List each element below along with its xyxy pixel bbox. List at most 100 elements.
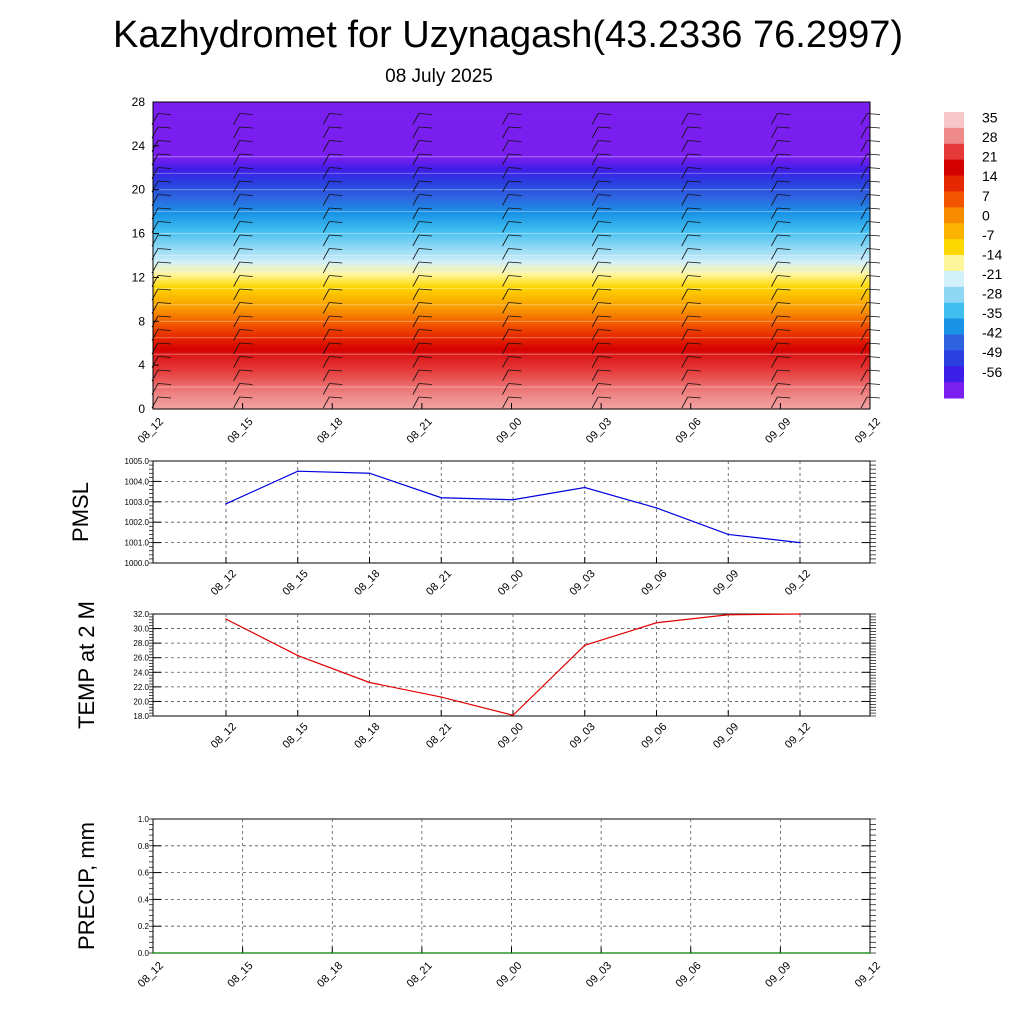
field-band	[153, 165, 870, 169]
chart-title: Kazhydromet for Uzynagash(43.2336 76.299…	[113, 14, 903, 56]
wind-barb	[771, 302, 778, 314]
wind-barb	[591, 248, 599, 260]
wind-barb	[771, 126, 778, 139]
colorbar-swatch	[944, 112, 964, 129]
wind-barb	[860, 207, 868, 220]
field-band	[153, 163, 870, 167]
field-band	[153, 248, 870, 252]
wind-barb	[866, 275, 881, 277]
field-band	[153, 264, 870, 268]
colorbar-swatch	[944, 302, 964, 320]
wind-barb	[591, 180, 599, 193]
wind-barb	[866, 288, 881, 291]
wind-barb	[322, 221, 330, 233]
field-band	[153, 246, 870, 250]
wind-barb	[239, 140, 253, 142]
wind-barb	[239, 248, 253, 250]
field-band	[153, 327, 870, 331]
x-tick-label: 09_03	[584, 960, 614, 990]
wind-barb	[239, 383, 253, 385]
wind-barb	[771, 329, 778, 341]
y-tick-label: 1.0	[138, 815, 150, 824]
wind-barb	[866, 234, 881, 237]
field-band	[153, 196, 870, 200]
data-point	[225, 503, 227, 505]
wind-barb	[418, 288, 432, 291]
y-tick-label: 28	[132, 95, 146, 109]
wind-barb	[418, 140, 432, 142]
wind-barb	[591, 221, 599, 233]
field-band	[153, 108, 870, 112]
field-band	[153, 338, 870, 342]
wind-barb	[157, 288, 172, 291]
wind-barb	[777, 194, 791, 196]
wind-barb	[777, 356, 791, 358]
wind-barb	[233, 383, 240, 395]
wind-barb	[598, 153, 612, 156]
field-band	[153, 128, 870, 132]
colorbar-swatch	[944, 270, 964, 288]
wind-barb	[239, 126, 253, 129]
wind-barb	[233, 275, 240, 287]
wind-barb	[329, 288, 343, 291]
field-band	[153, 349, 870, 353]
y-tick-label: 1004.0	[125, 477, 150, 486]
x-tick-label: 08_15	[281, 568, 311, 598]
field-band	[153, 369, 870, 373]
wind-barb	[157, 194, 172, 196]
wind-barb	[777, 126, 791, 129]
field-band	[153, 286, 870, 289]
colorbar-swatch	[944, 286, 964, 304]
wind-barb	[687, 126, 701, 129]
colorbar-label: 35	[982, 110, 998, 126]
colorbar-swatch	[944, 350, 964, 367]
wind-barb	[412, 207, 420, 220]
field-band	[153, 123, 870, 127]
field-band	[153, 277, 870, 281]
wind-barb	[777, 329, 791, 331]
wind-barb	[502, 302, 509, 314]
wind-barb	[412, 153, 420, 166]
data-point	[296, 470, 299, 473]
wind-barb	[502, 207, 509, 220]
wind-barb	[233, 194, 240, 206]
data-point	[368, 472, 371, 475]
x-tick-label: 09_09	[763, 960, 793, 990]
wind-barb	[157, 140, 172, 142]
wind-barb	[157, 396, 172, 399]
field-band	[153, 360, 870, 364]
wind-barb	[777, 288, 791, 291]
x-tick-label: 08_15	[225, 416, 255, 446]
wind-barb	[322, 302, 330, 314]
field-band	[153, 330, 870, 333]
y-tick-label: 20.0	[133, 697, 149, 706]
wind-barb	[598, 275, 612, 277]
field-band	[153, 117, 870, 121]
wind-barb	[322, 167, 330, 179]
plot-frame	[152, 613, 871, 717]
x-tick-label: 08_21	[405, 416, 435, 446]
wind-barb	[502, 234, 509, 247]
wind-barb	[329, 194, 343, 196]
wind-barb	[591, 396, 599, 409]
wind-barb	[771, 261, 778, 274]
field-band	[153, 387, 870, 390]
wind-barb	[508, 221, 522, 223]
plot-frame	[152, 460, 871, 564]
wind-barb	[157, 356, 172, 358]
y-axis-label: TEMP at 2 M	[74, 601, 99, 729]
wind-barb	[598, 221, 612, 223]
field-band	[153, 316, 870, 320]
wind-barb	[860, 140, 868, 152]
wind-barb	[681, 221, 689, 233]
field-band	[153, 102, 870, 105]
wind-barb	[598, 234, 612, 237]
wind-barb	[591, 153, 599, 166]
x-tick-label: 08_21	[424, 721, 454, 751]
colorbar-label: -14	[982, 246, 1002, 262]
field-band	[153, 354, 870, 357]
field-band	[153, 154, 870, 158]
wind-barb	[866, 369, 881, 372]
colorbar-label: 28	[982, 129, 998, 145]
